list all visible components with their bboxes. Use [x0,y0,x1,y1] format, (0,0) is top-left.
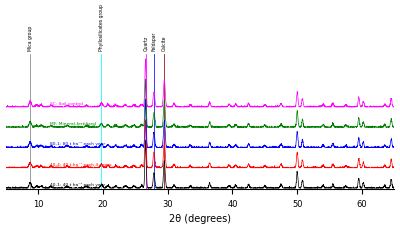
Text: MF: Mineral-fertilized: MF: Mineral-fertilized [50,122,96,125]
Text: Feldspar: Feldspar [152,31,156,51]
Text: Quartz: Quartz [143,35,148,51]
Text: Mica group: Mica group [28,25,33,51]
Text: Calcite: Calcite [162,35,167,51]
Text: 40-1: 40 t ha⁻¹ each year: 40-1: 40 t ha⁻¹ each year [50,182,105,186]
Text: 80-1: 80 t ha⁻¹ each year: 80-1: 80 t ha⁻¹ each year [50,142,105,146]
Text: SC: Soil control: SC: Soil control [50,101,82,105]
Text: Phyllosilicates group: Phyllosilicates group [99,4,104,51]
Text: 40-4: 40 t ha⁻¹ each 4 years: 40-4: 40 t ha⁻¹ each 4 years [50,162,111,166]
X-axis label: 2θ (degrees): 2θ (degrees) [169,213,231,224]
